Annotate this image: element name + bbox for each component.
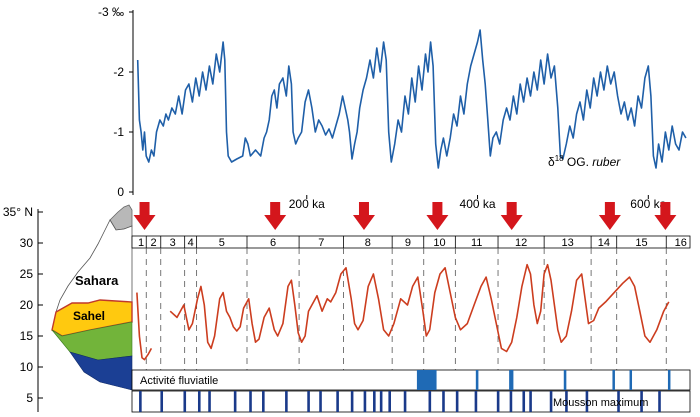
stage-label: 4	[188, 237, 194, 249]
fluvial-strip	[131, 369, 691, 391]
monsoon-tick	[285, 391, 288, 412]
fluvial-bar	[563, 370, 567, 390]
monsoon-tick	[373, 391, 376, 412]
stage-label: 15	[635, 237, 647, 249]
monsoon-label: Mousson maximum	[553, 397, 648, 409]
map-sahara-region	[55, 219, 133, 313]
monsoon-tick	[197, 391, 201, 412]
monsoon-tick	[160, 391, 164, 412]
monsoon-tick	[379, 391, 383, 412]
red-arrow	[654, 202, 677, 230]
monsoon-tick	[522, 391, 526, 412]
red-arrow	[264, 202, 287, 230]
monsoon-ticks	[139, 391, 661, 412]
isotope-x-tick-label: 200 ka	[289, 197, 325, 211]
monsoon-tick	[350, 391, 354, 412]
latitude-series-line-b	[169, 263, 670, 353]
monsoon-tick	[262, 391, 265, 412]
sahel-label: Sahel	[73, 309, 105, 323]
monsoon-tick	[363, 391, 367, 412]
sahara-label: Sahara	[75, 273, 119, 288]
isotope-series-line	[136, 29, 687, 169]
monsoon-tick	[529, 391, 532, 412]
isotope-x-tick-label: 400 ka	[460, 197, 496, 211]
fluvial-bars	[416, 370, 671, 390]
isotope-x-tick-label: 600 ka	[630, 197, 666, 211]
latitude-y-tick-label: 15	[20, 329, 34, 343]
stage-label: 3	[170, 237, 176, 249]
monsoon-tick	[139, 391, 142, 412]
latitude-y-ticks: 35° N 30 25 20 15 10 5	[3, 205, 43, 405]
red-arrow	[133, 202, 156, 230]
monsoon-tick	[640, 391, 643, 412]
monsoon-tick	[208, 391, 211, 412]
stage-label: 5	[219, 237, 225, 249]
stage-label: 2	[150, 237, 156, 249]
stage-label: 9	[405, 237, 411, 249]
monsoon-tick	[428, 391, 432, 412]
monsoon-tick	[442, 391, 445, 412]
monsoon-tick	[509, 391, 513, 412]
africa-map-icon: Sahara Sahel	[51, 204, 133, 391]
fluvial-bar	[667, 370, 671, 390]
latitude-y-tick-label: 20	[20, 298, 34, 312]
stage-label: 6	[270, 237, 276, 249]
stage-label: 12	[515, 237, 527, 249]
isotope-y-ticks: -3 ‰ -2 -1 0	[98, 5, 133, 199]
fluvial-bar	[509, 370, 514, 390]
fluvial-label: Activité fluviatile	[140, 375, 218, 387]
red-arrow	[500, 202, 523, 230]
stage-label: 7	[318, 237, 324, 249]
stage-header-box	[131, 235, 691, 249]
latitude-y-tick-label: 5	[26, 391, 33, 405]
monsoon-tick	[474, 391, 478, 412]
isotope-chart: -3 ‰ -2 -1 0 200 ka 400 ka 600 ka δ18 OG. rub…	[98, 5, 687, 211]
isotope-y-tick-label: -3 ‰	[98, 5, 124, 19]
monsoon-tick	[307, 391, 310, 412]
monsoon-tick	[388, 391, 391, 412]
stage-label: 11	[471, 237, 482, 249]
red-arrow	[598, 202, 621, 230]
stage-label: 8	[365, 237, 371, 249]
fluvial-bar	[612, 370, 615, 390]
red-arrows	[133, 202, 677, 230]
stage-label: 14	[598, 237, 610, 249]
monsoon-tick	[565, 391, 568, 412]
red-arrow	[352, 202, 375, 230]
monsoon-tick	[585, 391, 589, 412]
monsoon-tick	[249, 391, 252, 412]
monsoon-tick	[455, 391, 459, 412]
stage-boundaries	[145, 236, 667, 370]
stage-label: 10	[433, 237, 445, 249]
latitude-y-tick-label: 35° N	[3, 205, 33, 219]
monsoon-tick	[336, 391, 339, 412]
latitude-series-line-a	[136, 292, 153, 361]
monsoon-tick	[617, 391, 620, 412]
monsoon-tick	[183, 391, 187, 412]
stage-label: 16	[675, 237, 687, 249]
latitude-y-tick-label: 10	[20, 360, 34, 374]
isotope-y-tick-label: -1	[113, 125, 124, 139]
fluvial-bar	[416, 370, 437, 390]
monsoon-tick	[403, 391, 407, 412]
fluvial-bar	[475, 370, 479, 390]
latitude-y-tick-label: 30	[20, 236, 34, 250]
monsoon-tick	[233, 391, 237, 412]
latitude-y-tick-label: 25	[20, 267, 34, 281]
isotope-x-ticks: 200 ka 400 ka 600 ka	[289, 195, 667, 211]
monsoon-tick	[319, 391, 322, 412]
isotope-y-tick-label: -2	[113, 65, 124, 79]
stage-label: 1	[138, 237, 144, 249]
monsoon-tick	[496, 391, 500, 412]
red-arrow	[426, 202, 449, 230]
isotope-y-tick-label: 0	[117, 185, 124, 199]
stage-labels: 1 2 3 4 5 6 7 8 9 10 11 12 13 14 15 16	[138, 237, 687, 249]
monsoon-tick	[658, 391, 661, 412]
monsoon-tick	[549, 391, 553, 412]
isotope-series-label: δ18 OG. ruber	[548, 154, 621, 169]
stage-label: 13	[561, 237, 573, 249]
fluvial-bar	[629, 370, 633, 390]
